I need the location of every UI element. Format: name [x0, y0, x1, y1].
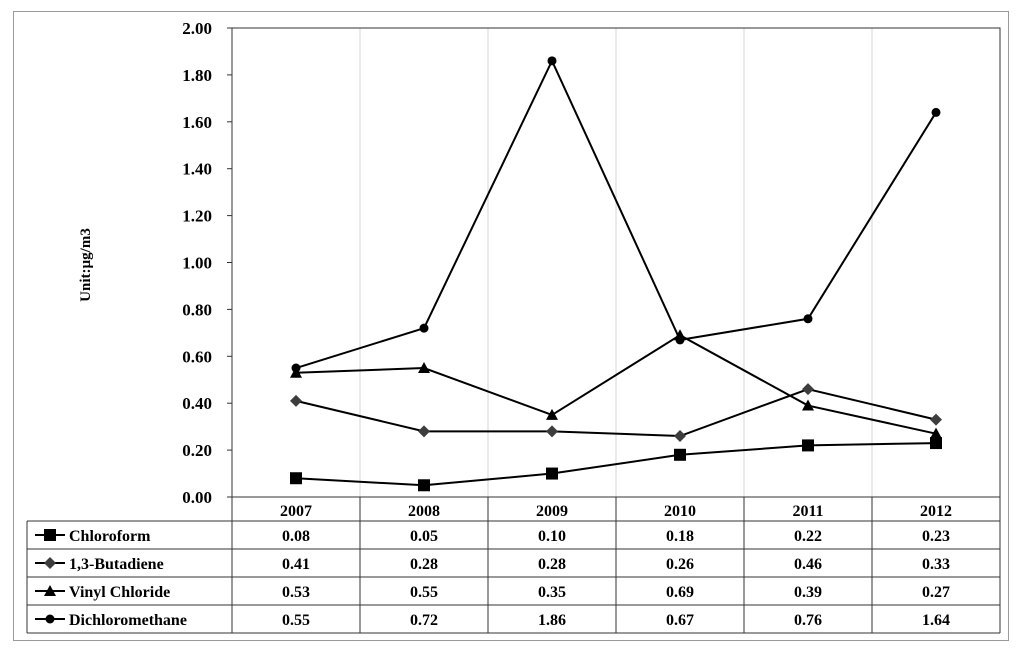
table-cell-dichloromethane: 0.67 — [666, 612, 694, 629]
table-cell-chloroform: 0.23 — [922, 528, 950, 545]
y-tick-label: 1.20 — [182, 207, 212, 226]
legend-marker-1-3-butadiene — [44, 557, 56, 569]
axes-layer: 0.00 0.20 0.40 0.60 0.80 1.00 1.20 1.40 1.60 1.80… — [182, 19, 1001, 507]
table-cell-1-3-butadiene: 0.26 — [666, 556, 694, 573]
legend-marker-vinyl-chloride — [44, 585, 56, 596]
y-tick-label: 1.60 — [182, 113, 212, 132]
table-cell-vinyl-chloride: 0.55 — [410, 584, 438, 601]
table-cell-dichloromethane: 0.76 — [794, 612, 822, 629]
table-cell-dichloromethane: 0.72 — [410, 612, 438, 629]
y-tick-label: 1.40 — [182, 160, 212, 179]
y-tick-label: 0.40 — [182, 394, 212, 413]
table-cell-vinyl-chloride: 0.53 — [282, 584, 310, 601]
series-layer — [290, 56, 942, 492]
data-point-chloroform — [546, 467, 558, 480]
table-cell-vinyl-chloride: 0.69 — [666, 584, 694, 601]
data-point-dichloromethane — [419, 323, 429, 333]
y-tick-label: 0.20 — [182, 441, 212, 460]
data-table: 2007 2008 2009 2010 2011 2012 Chloroform 0.08 0.… — [26, 497, 1001, 634]
data-point-1-3-butadiene — [418, 425, 430, 438]
data-point-chloroform — [802, 439, 814, 452]
data-point-vinyl-chloride — [418, 362, 430, 374]
table-cell-vinyl-chloride: 0.27 — [922, 584, 950, 601]
legend-marker-dichloromethane — [45, 614, 55, 624]
data-point-1-3-butadiene — [674, 430, 686, 443]
table-cell-vinyl-chloride: 0.39 — [794, 584, 822, 601]
table-cell-1-3-butadiene: 0.46 — [794, 556, 822, 573]
x-category-label: 2009 — [536, 503, 568, 520]
table-cell-chloroform: 0.08 — [282, 528, 310, 545]
x-category-label: 2011 — [792, 503, 823, 520]
data-point-dichloromethane — [547, 56, 557, 66]
table-cell-dichloromethane: 1.64 — [922, 612, 950, 629]
table-cell-1-3-butadiene: 0.28 — [410, 556, 438, 573]
data-point-1-3-butadiene — [930, 413, 942, 426]
series-line-chloroform — [295, 442, 937, 487]
table-cell-chloroform: 0.18 — [666, 528, 694, 545]
data-point-1-3-butadiene — [290, 394, 302, 407]
y-tick-label: 0.60 — [182, 347, 212, 366]
table-cell-dichloromethane: 1.86 — [538, 612, 566, 629]
table-cell-chloroform: 0.22 — [794, 528, 822, 545]
y-tick-label: 2.00 — [182, 19, 212, 38]
table-cell-1-3-butadiene: 0.33 — [922, 556, 950, 573]
series-line-dichloromethane — [295, 58, 937, 369]
y-tick-label: 0.00 — [182, 488, 212, 507]
series-line-1-3-butadiene — [295, 388, 937, 438]
data-point-1-3-butadiene — [546, 425, 558, 438]
x-category-label: 2012 — [920, 503, 952, 520]
x-category-label: 2010 — [664, 503, 696, 520]
chart-frame — [13, 11, 1009, 641]
data-point-chloroform — [290, 472, 302, 485]
x-category-label: 2007 — [280, 503, 312, 520]
data-point-dichloromethane — [675, 335, 685, 345]
data-point-dichloromethane — [803, 314, 813, 324]
y-axis-label: Unit:µg/m3 — [78, 228, 94, 302]
legend-label-chloroform: Chloroform — [69, 528, 151, 545]
table-cell-chloroform: 0.05 — [410, 528, 438, 545]
table-cell-chloroform: 0.10 — [538, 528, 566, 545]
y-tick-label: 1.80 — [182, 66, 212, 85]
table-cell-1-3-butadiene: 0.41 — [282, 556, 310, 573]
data-point-1-3-butadiene — [802, 383, 814, 396]
series-line-vinyl-chloride — [295, 334, 937, 435]
data-point-chloroform — [674, 448, 686, 461]
data-point-vinyl-chloride — [802, 399, 814, 411]
legend-marker-chloroform — [44, 529, 56, 541]
legend-label-vinyl-chloride: Vinyl Chloride — [69, 584, 170, 601]
y-tick-label: 1.00 — [182, 254, 212, 273]
table-cell-vinyl-chloride: 0.35 — [538, 584, 566, 601]
x-category-label: 2008 — [408, 503, 440, 520]
legend-label-dichloromethane: Dichloromethane — [69, 612, 187, 629]
legend-label-1-3-butadiene: 1,3-Butadiene — [69, 556, 164, 573]
data-point-vinyl-chloride — [930, 427, 942, 439]
grid-layer — [359, 28, 873, 497]
data-point-dichloromethane — [291, 363, 301, 373]
y-tick-label: 0.80 — [182, 300, 212, 319]
table-cell-1-3-butadiene: 0.28 — [538, 556, 566, 573]
data-point-chloroform — [930, 437, 942, 450]
data-point-vinyl-chloride — [546, 408, 558, 420]
table-cell-dichloromethane: 0.55 — [282, 612, 310, 629]
data-point-dichloromethane — [931, 107, 941, 117]
data-point-chloroform — [418, 479, 430, 492]
